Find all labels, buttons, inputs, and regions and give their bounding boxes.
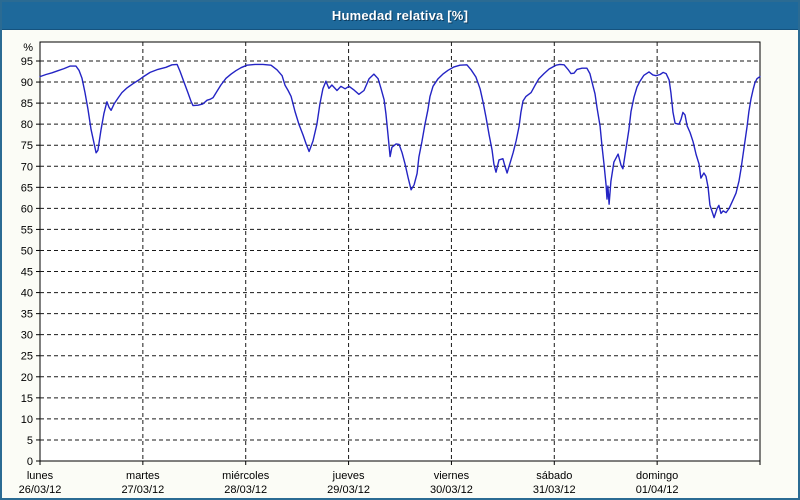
chart-title: Humedad relativa [%] xyxy=(331,8,469,23)
svg-text:75: 75 xyxy=(21,140,33,152)
day-label: sábado xyxy=(536,470,572,482)
y-tick-labels: 0 5 10 15 20 25 30 35 40 45 50 55 60 65 70 75 80 85 90 95 xyxy=(21,56,40,468)
date-label: 26/03/12 xyxy=(19,484,62,496)
svg-text:70: 70 xyxy=(21,161,33,173)
svg-text:15: 15 xyxy=(21,393,33,405)
day-label: jueves xyxy=(332,470,365,482)
date-label: 29/03/12 xyxy=(327,484,370,496)
date-label: 28/03/12 xyxy=(224,484,267,496)
svg-text:40: 40 xyxy=(21,288,33,300)
svg-text:55: 55 xyxy=(21,224,33,236)
day-label: martes xyxy=(126,470,160,482)
svg-text:30: 30 xyxy=(21,330,33,342)
day-label: miércoles xyxy=(222,470,270,482)
svg-text:50: 50 xyxy=(21,245,33,257)
svg-text:95: 95 xyxy=(21,56,33,68)
svg-text:0: 0 xyxy=(27,456,33,468)
day-label: viernes xyxy=(434,470,470,482)
title-bar: Humedad relativa [%] xyxy=(2,2,798,30)
date-label: 27/03/12 xyxy=(121,484,164,496)
svg-text:25: 25 xyxy=(21,351,33,363)
svg-text:10: 10 xyxy=(21,414,33,426)
svg-text:90: 90 xyxy=(21,77,33,89)
svg-text:85: 85 xyxy=(21,98,33,110)
y-axis-unit-label: % xyxy=(23,42,33,54)
date-label: 01/04/12 xyxy=(636,484,679,496)
date-label: 31/03/12 xyxy=(533,484,576,496)
svg-text:20: 20 xyxy=(21,372,33,384)
date-label: 30/03/12 xyxy=(430,484,473,496)
day-label: lunes xyxy=(27,470,54,482)
svg-text:45: 45 xyxy=(21,267,33,279)
svg-text:5: 5 xyxy=(27,435,33,447)
svg-text:35: 35 xyxy=(21,309,33,321)
plot-background xyxy=(39,41,761,462)
humidity-series-line xyxy=(39,63,761,219)
svg-text:80: 80 xyxy=(21,119,33,131)
x-tick-labels: lunes 26/03/12 martes 27/03/12 miércoles 28/0… xyxy=(19,461,761,496)
y-gridlines xyxy=(40,60,760,441)
day-label: domingo xyxy=(636,470,678,482)
svg-text:60: 60 xyxy=(21,203,33,215)
svg-text:65: 65 xyxy=(21,182,33,194)
